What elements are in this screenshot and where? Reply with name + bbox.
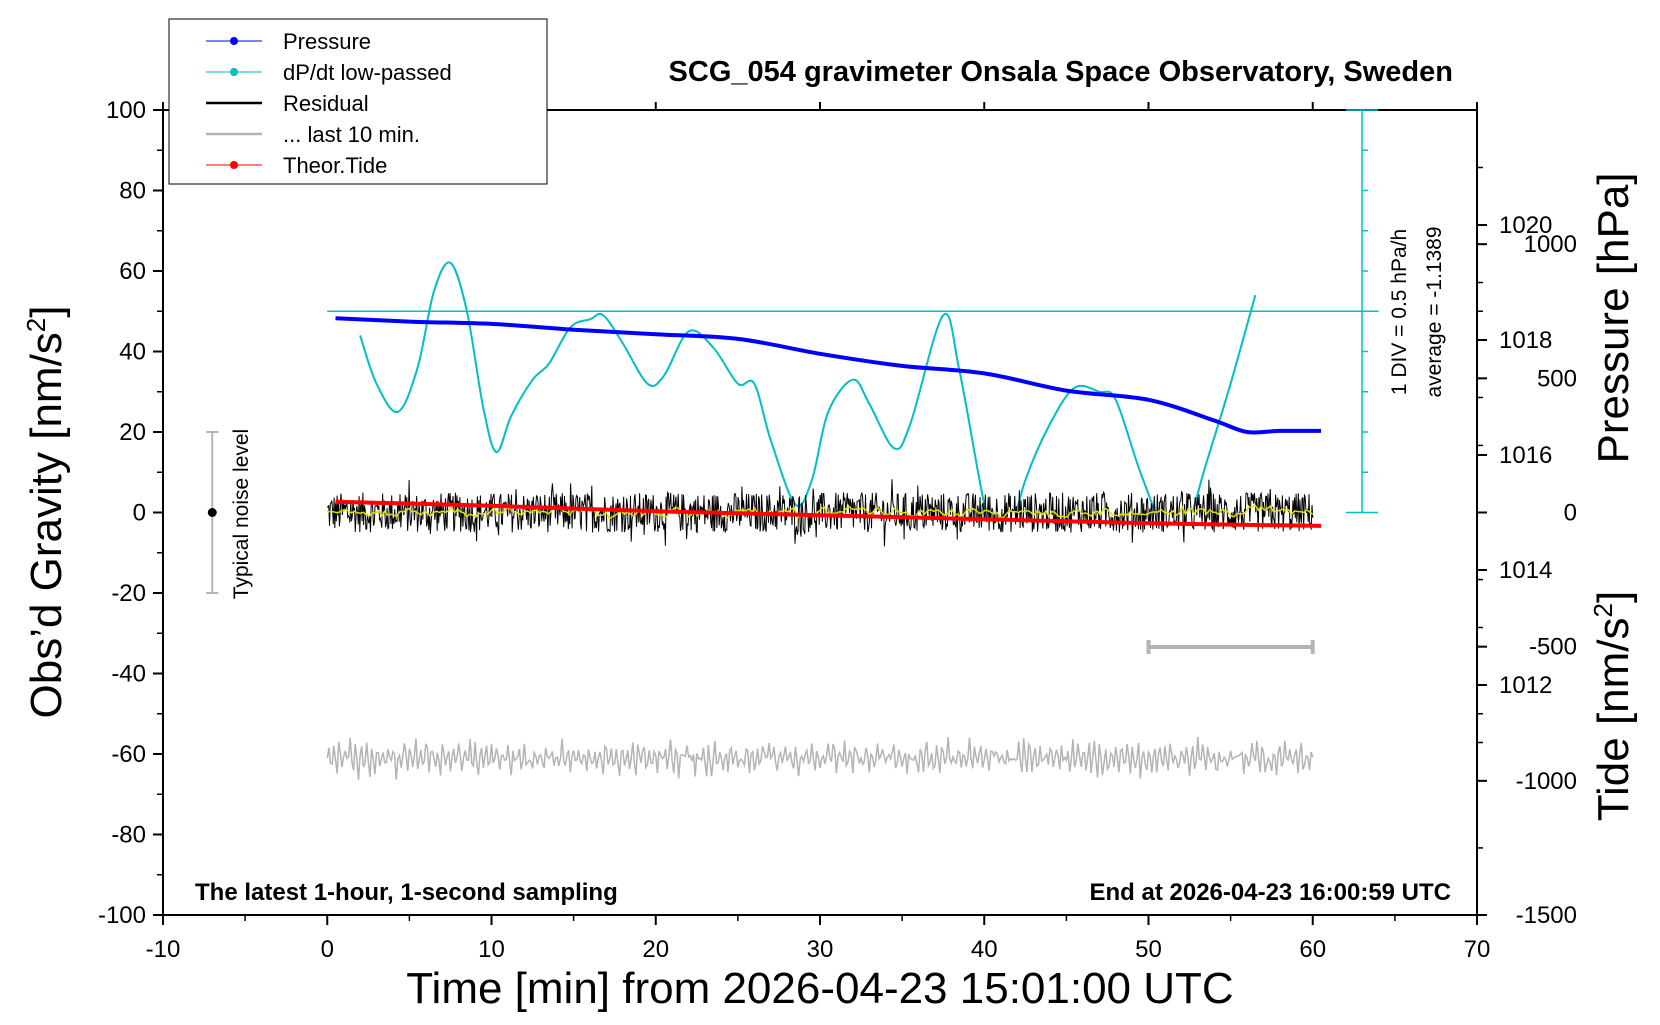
- tide-tick-label: -1000: [1516, 768, 1577, 795]
- last-10min-series-line: [326, 737, 1314, 780]
- y-tick-label: 20: [119, 419, 146, 446]
- y-tick-label: 40: [119, 339, 146, 366]
- footer-right-text: End at 2026-04-23 16:00:59 UTC: [1090, 879, 1452, 906]
- pressure-tick-label: 1016: [1499, 442, 1552, 469]
- noise-level-dot: [207, 508, 217, 517]
- residual-smoothed-line: [327, 504, 1314, 520]
- average-label: average = -1.1389: [1423, 226, 1446, 397]
- x-tick-label: 20: [642, 936, 669, 963]
- pressure-tick-label: 1014: [1499, 557, 1552, 584]
- legend-label: ... last 10 min.: [283, 122, 420, 147]
- x-axis-label: Time [min] from 2026-04-23 15:01:00 UTC: [406, 964, 1233, 1013]
- pressure-tick-label: 1018: [1499, 327, 1552, 354]
- legend-label: Pressure: [283, 29, 371, 54]
- y-axis-label-left: Obs’d Gravity [nm/s2]: [21, 305, 71, 718]
- chart-title: SCG_054 gravimeter Onsala Space Observat…: [669, 56, 1453, 88]
- x-tick-label: 50: [1135, 936, 1162, 963]
- x-tick-label: 10: [478, 936, 505, 963]
- legend: Pressure dP/dt low-passed Residual ... last…: [168, 18, 548, 185]
- legend-marker: [230, 37, 238, 45]
- tide-tick-label: 0: [1564, 500, 1577, 527]
- axis-ticks: -10 0 10 20 30 40 50 60 70100806040200-20-40-60-…: [98, 97, 1577, 963]
- pressure-tick-label: 1020: [1499, 212, 1552, 239]
- x-tick-label: 30: [807, 936, 834, 963]
- y-tick-label: -20: [111, 580, 146, 607]
- tide-tick-label: 500: [1537, 365, 1577, 392]
- tide-tick-label: -1500: [1516, 902, 1577, 929]
- x-tick-label: 60: [1299, 936, 1326, 963]
- noise-level-label: Typical noise level: [230, 429, 253, 599]
- footer-left-text: The latest 1-hour, 1-second sampling: [195, 879, 618, 906]
- x-tick-label: 0: [321, 936, 334, 963]
- y-tick-label: -80: [111, 822, 146, 849]
- y-axis-label-pressure: Pressure [hPa]: [1589, 172, 1638, 463]
- x-tick-label: -10: [146, 936, 181, 963]
- x-tick-label: 40: [971, 936, 998, 963]
- legend-marker: [230, 161, 238, 169]
- pressure-tick-label: 1012: [1499, 672, 1552, 699]
- y-tick-label: 100: [106, 97, 146, 124]
- tide-tick-label: 1000: [1524, 231, 1577, 258]
- legend-label: Theor.Tide: [283, 153, 387, 178]
- series-layer: [326, 261, 1322, 780]
- annotation-layer: [206, 109, 1379, 654]
- y-axis-label-tide: Tide [nm/s2]: [1588, 591, 1638, 821]
- tide-tick-label: -500: [1529, 634, 1577, 661]
- y-tick-label: 80: [119, 178, 146, 205]
- y-tick-label: -60: [111, 741, 146, 768]
- scale-bar-label: 1 DIV = 0.5 hPa/h: [1388, 229, 1411, 395]
- tide-series-line: [335, 499, 1322, 528]
- legend-label: Residual: [283, 91, 369, 116]
- y-tick-label: 0: [133, 500, 146, 527]
- y-tick-label: -100: [98, 902, 146, 929]
- legend-label: dP/dt low-passed: [283, 60, 452, 85]
- legend-marker: [230, 68, 238, 76]
- x-tick-label: 70: [1464, 936, 1491, 963]
- y-tick-label: 60: [119, 258, 146, 285]
- y-tick-label: -40: [111, 661, 146, 688]
- pressure-series-line: [335, 316, 1322, 435]
- legend-box: [168, 18, 548, 185]
